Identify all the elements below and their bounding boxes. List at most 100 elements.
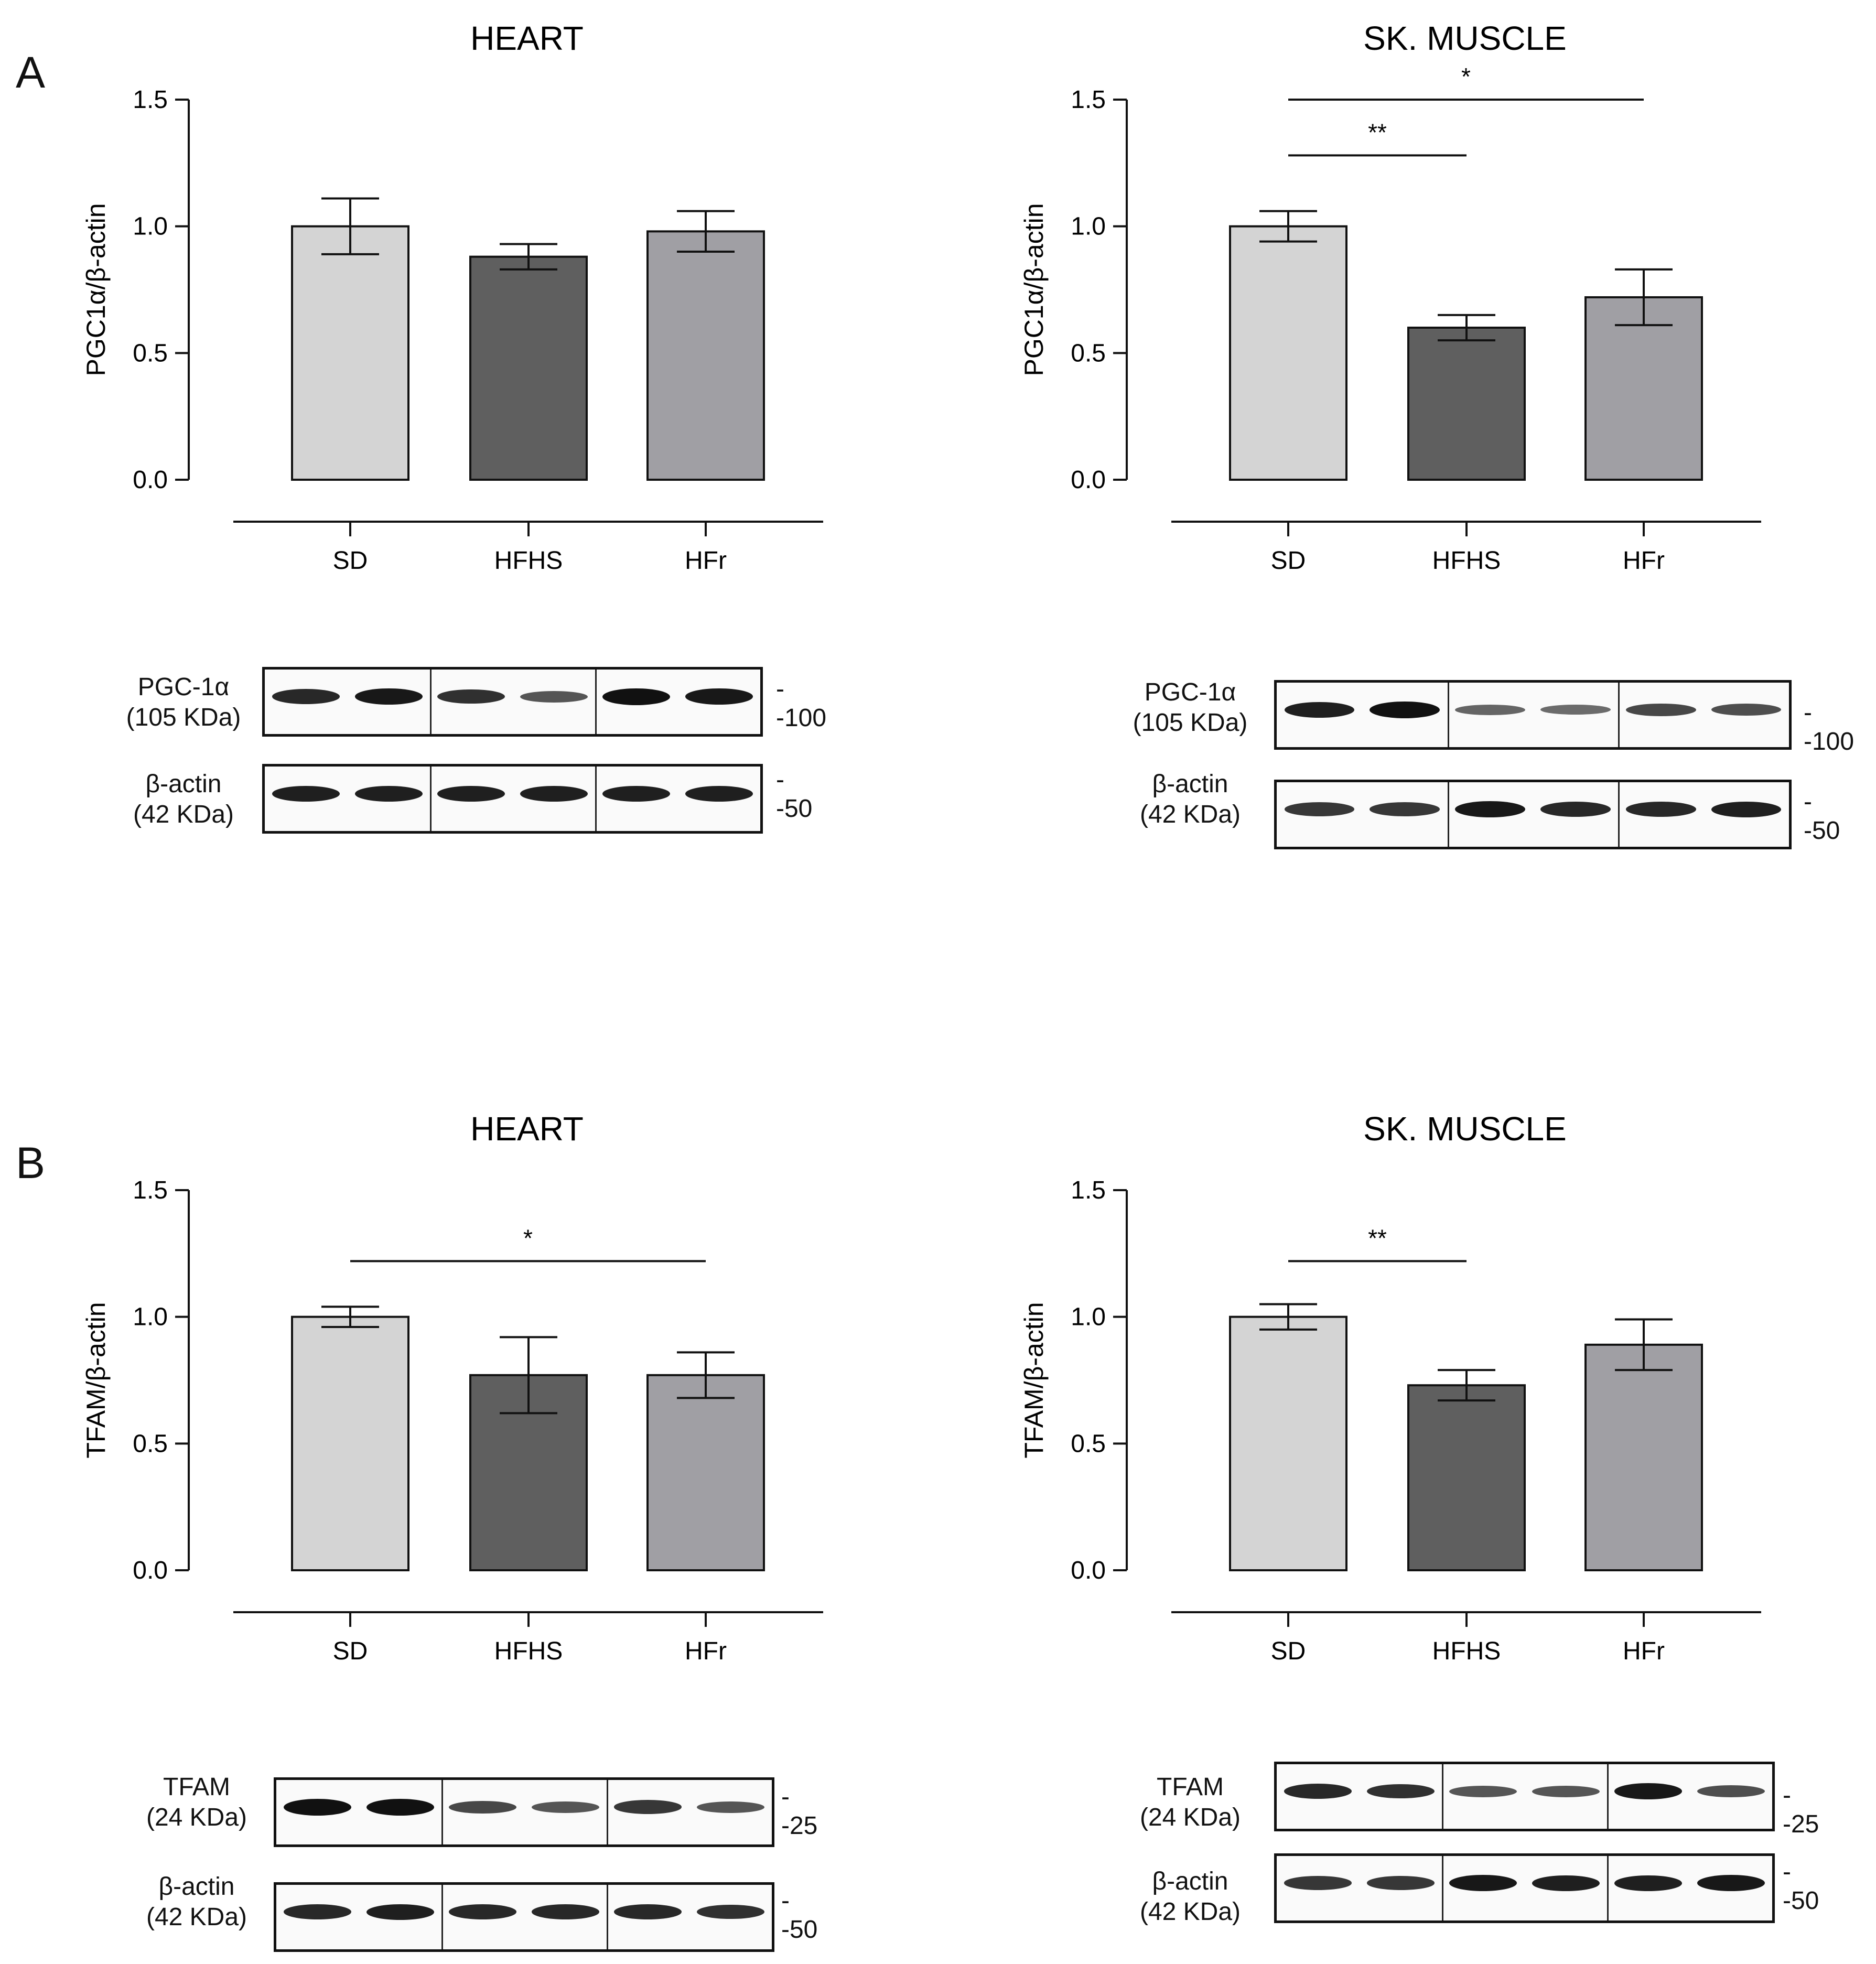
significance-label: ** — [1368, 118, 1387, 146]
bar-sd — [1229, 1315, 1347, 1571]
blot-band — [1455, 801, 1525, 818]
protein-name: PGC-1α — [1144, 678, 1236, 706]
blot-row-label: β-actin (42 KDa) — [121, 1872, 273, 1933]
protein-size: (105 KDa) — [126, 704, 241, 731]
protein-name: β-actin — [145, 770, 222, 798]
blot-row-label: PGC-1α (105 KDa) — [105, 672, 262, 733]
protein-size: (42 KDa) — [146, 1903, 247, 1931]
blot-band — [696, 1904, 764, 1919]
lane-separator — [430, 670, 432, 734]
category-label: HFHS — [494, 547, 563, 575]
y-tick-label: 0.0 — [133, 1557, 168, 1584]
lane-separator — [595, 670, 597, 734]
category-label: HFr — [685, 547, 727, 575]
blot-band — [1284, 802, 1355, 816]
chart-title: HEART — [470, 1110, 584, 1148]
category-label: HFr — [685, 1637, 727, 1665]
lane-separator — [607, 1780, 608, 1844]
lane-separator — [1607, 1856, 1609, 1920]
y-axis-label: PGC1α/β-actin — [81, 203, 111, 376]
protein-name: β-actin — [1152, 1868, 1228, 1895]
blot-strip — [1274, 780, 1792, 849]
lane-separator — [1607, 1764, 1609, 1829]
y-axis-label: TFAM/β-actin — [81, 1302, 111, 1458]
blot-strip — [274, 1882, 774, 1952]
blot-band — [1540, 802, 1611, 817]
blot-band — [1284, 702, 1355, 718]
blot-band — [449, 1904, 517, 1919]
protein-name: β-actin — [158, 1873, 235, 1901]
protein-name: TFAM — [163, 1773, 230, 1801]
blot-band — [1284, 1876, 1352, 1890]
blot-row-label: TFAM (24 KDa) — [121, 1772, 273, 1833]
blot-row-label: β-actin (42 KDa) — [105, 769, 262, 830]
blot-band — [366, 1904, 434, 1920]
protein-size: (42 KDa) — [1139, 1898, 1241, 1926]
blot-band — [284, 1798, 352, 1816]
category-label: HFHS — [1432, 547, 1501, 575]
blot-band — [1370, 802, 1440, 816]
blot-band — [1625, 703, 1696, 716]
blot-band — [1697, 1875, 1765, 1892]
y-tick-label: 1.0 — [1071, 1303, 1106, 1331]
blot-strip — [262, 764, 763, 834]
blot-band — [1697, 1785, 1765, 1798]
bar-hfr — [1584, 1343, 1703, 1571]
y-tick-label: 1.5 — [133, 86, 168, 114]
bar-hfr — [646, 1374, 765, 1571]
significance-label: * — [523, 1224, 533, 1251]
blot-strip — [1274, 1853, 1775, 1923]
y-tick-label: 1.0 — [133, 213, 168, 241]
lane-separator — [441, 1780, 443, 1844]
protein-size: (42 KDa) — [133, 801, 234, 828]
chart-title: SK. MUSCLE — [1363, 1110, 1567, 1148]
blot-band — [1625, 802, 1696, 817]
category-label: SD — [333, 1637, 368, 1665]
blot-band — [1540, 705, 1611, 715]
blot-band — [437, 785, 505, 802]
y-tick-label: 0.5 — [133, 1430, 168, 1458]
blot-band — [685, 785, 753, 802]
bar-sd — [291, 1315, 409, 1571]
blot-row-label: TFAM (24 KDa) — [1112, 1772, 1269, 1833]
blot-band — [272, 785, 340, 802]
blot-band — [1366, 1784, 1435, 1799]
chart-title: SK. MUSCLE — [1363, 19, 1567, 57]
y-tick-label: 0.0 — [133, 466, 168, 494]
chart-svg: HEART 0.0 0.5 1.0 1.5 PGC1α/β-actin SD HFHS HFr — [81, 19, 823, 575]
blot-band — [1366, 1876, 1435, 1890]
blot-band — [284, 1904, 352, 1919]
panel-letter-a: A — [16, 48, 46, 97]
chart-a-heart: HEART 0.0 0.5 1.0 1.5 PGC1α/β-actin SD HFHS HFr — [0, 0, 938, 613]
y-axis-label: TFAM/β-actin — [1019, 1302, 1049, 1458]
y-tick-label: 0.0 — [1071, 1557, 1106, 1584]
protein-name: β-actin — [1152, 770, 1228, 798]
y-axis-label: PGC1α/β-actin — [1019, 203, 1049, 376]
y-tick-label: 1.0 — [133, 1303, 168, 1331]
lane-separator — [607, 1885, 608, 1949]
protein-size: (105 KDa) — [1133, 709, 1248, 737]
bar-hfhs — [1407, 1384, 1526, 1572]
blot-band — [602, 688, 671, 705]
y-tick-label: 0.5 — [1071, 1430, 1106, 1458]
chart-title: HEART — [470, 19, 584, 57]
blot-strip — [1274, 1762, 1775, 1831]
blot-band — [1532, 1875, 1600, 1891]
y-tick-label: 0.0 — [1071, 466, 1106, 494]
lane-separator — [1442, 1856, 1443, 1920]
blot-band — [1532, 1785, 1600, 1797]
blot-band — [1449, 1875, 1517, 1892]
blot-marker: --100 — [1804, 699, 1855, 756]
significance-label: * — [1461, 63, 1471, 90]
category-label: HFHS — [1432, 1637, 1501, 1665]
y-tick-label: 1.5 — [1071, 86, 1106, 114]
blot-band — [449, 1800, 517, 1814]
category-label: HFHS — [494, 1637, 563, 1665]
blot-band — [520, 785, 588, 802]
blot-band — [531, 1801, 599, 1813]
blot-marker: --50 — [1804, 788, 1840, 845]
y-tick-label: 0.5 — [1071, 339, 1106, 367]
chart-b-muscle: SK. MUSCLE 0.0 0.5 1.0 1.5 TFAM/β-actin SD HFHS… — [938, 1091, 1876, 1704]
blot-band — [1711, 801, 1782, 817]
blot-band — [531, 1904, 599, 1919]
